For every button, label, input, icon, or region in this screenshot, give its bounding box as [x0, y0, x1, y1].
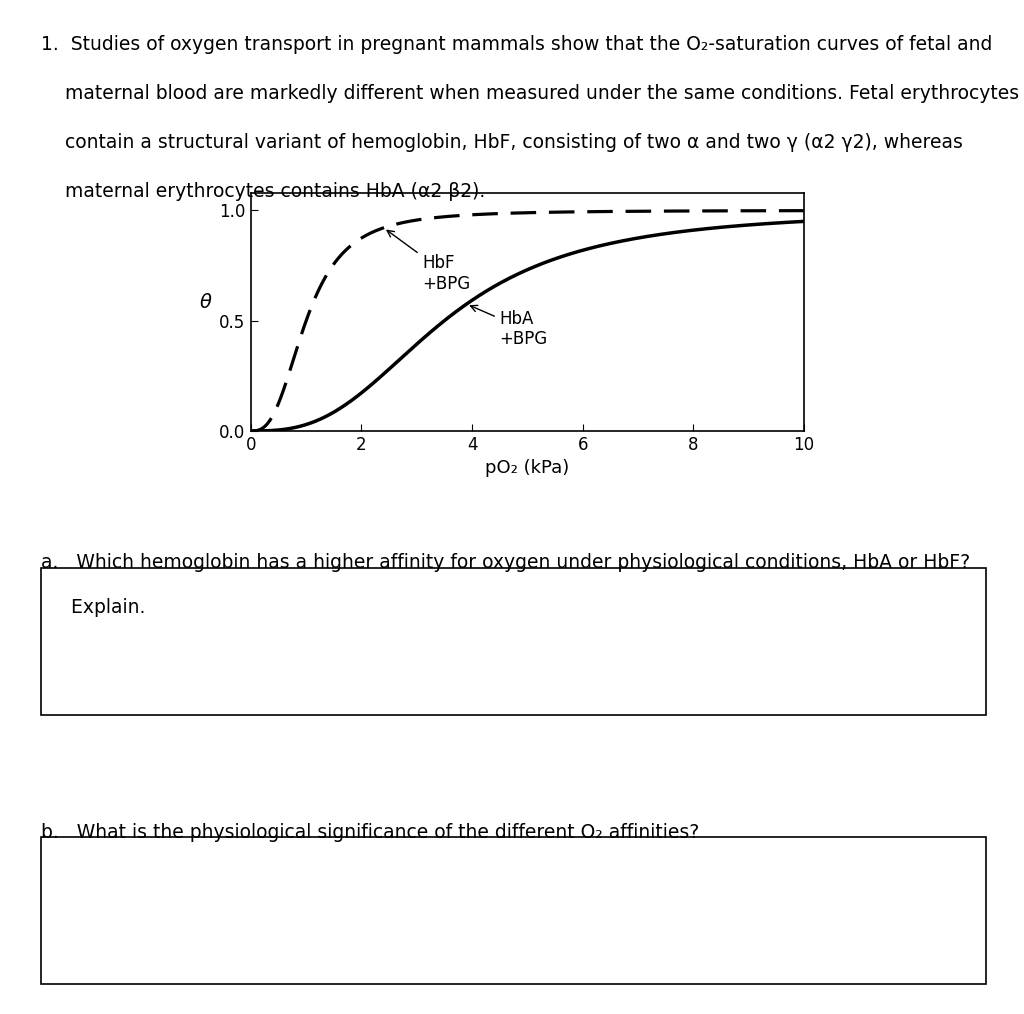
X-axis label: pO₂ (kPa): pO₂ (kPa) — [485, 459, 569, 478]
Y-axis label: θ: θ — [199, 293, 211, 312]
Text: a.   Which hemoglobin has a higher affinity for oxygen under physiological condi: a. Which hemoglobin has a higher affinit… — [41, 553, 970, 572]
Text: HbF
+BPG: HbF +BPG — [387, 230, 471, 293]
Text: b.   What is the physiological significance of the different O₂ affinities?: b. What is the physiological significanc… — [41, 823, 699, 843]
Text: HbA
+BPG: HbA +BPG — [470, 305, 548, 349]
Text: maternal erythrocytes contains HbA (α2 β2).: maternal erythrocytes contains HbA (α2 β… — [41, 182, 485, 201]
Text: contain a structural variant of hemoglobin, HbF, consisting of two α and two γ (: contain a structural variant of hemoglob… — [41, 133, 963, 152]
Text: 1.  Studies of oxygen transport in pregnant mammals show that the O₂-saturation : 1. Studies of oxygen transport in pregna… — [41, 35, 992, 55]
Text: maternal blood are markedly different when measured under the same conditions. F: maternal blood are markedly different wh… — [41, 84, 1019, 103]
Text: Explain.: Explain. — [41, 598, 145, 618]
